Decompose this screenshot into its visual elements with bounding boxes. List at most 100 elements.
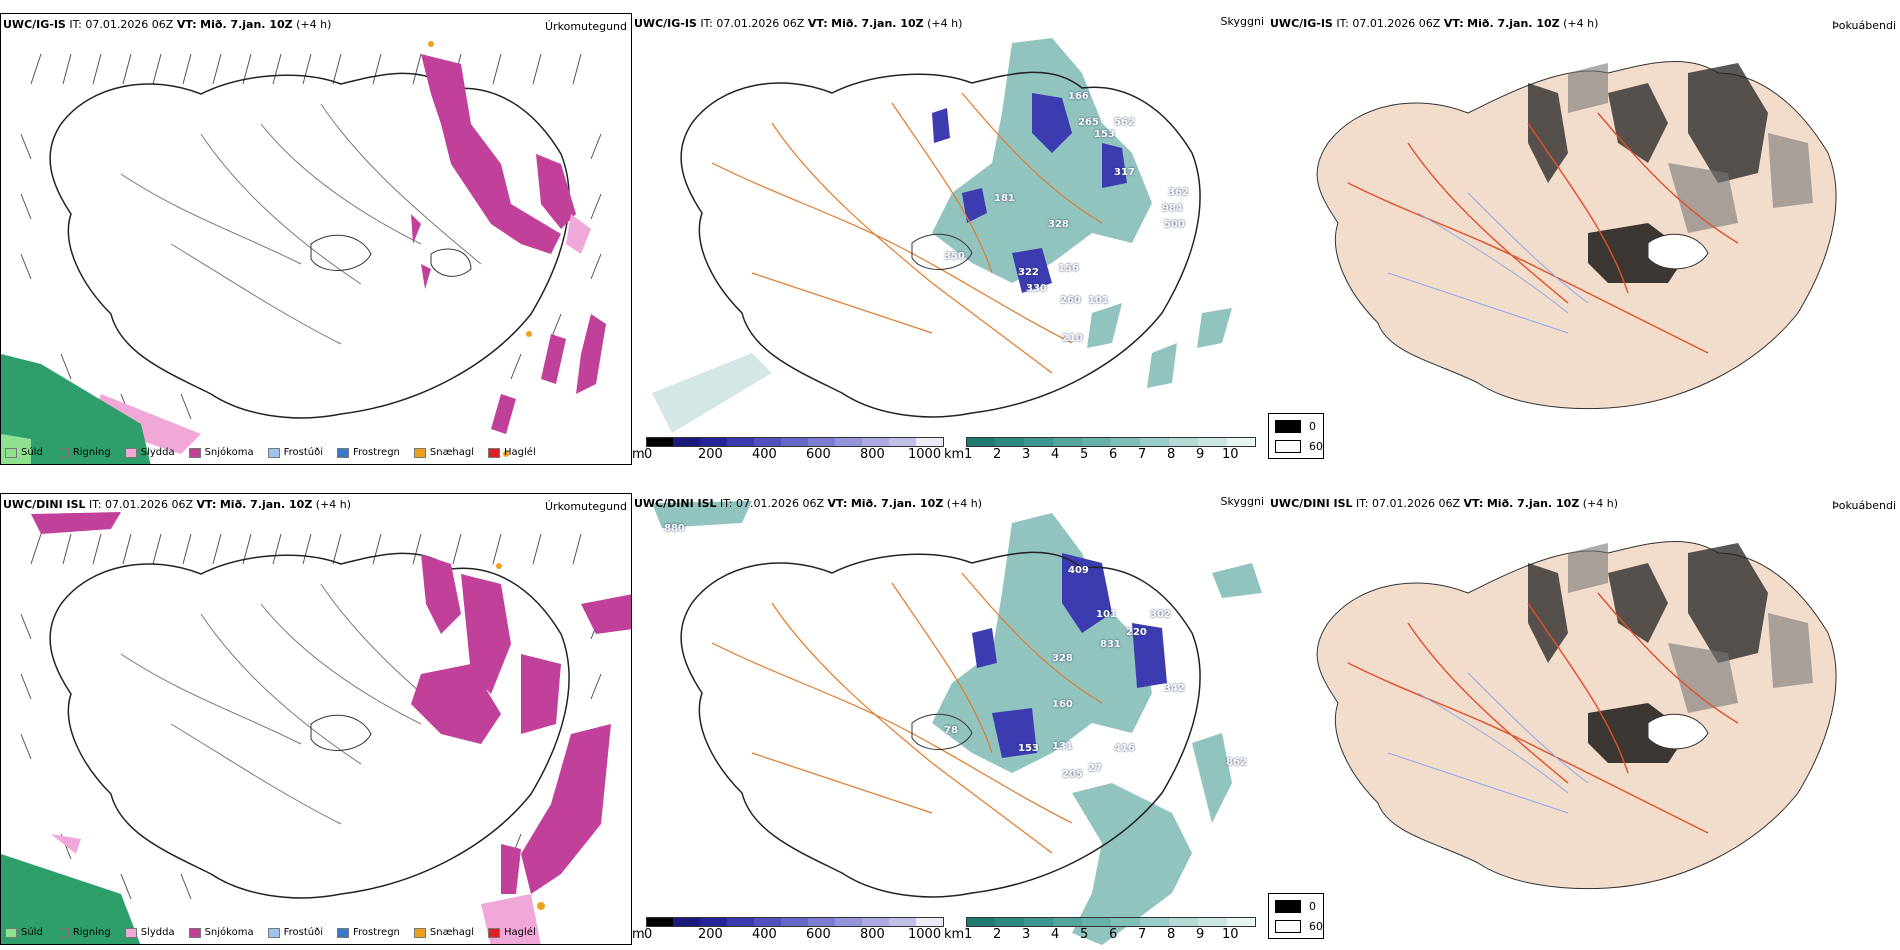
- legend-swatch: [267, 447, 280, 458]
- colorbar-cell: [1198, 438, 1227, 446]
- colorbar-tick: 7: [1138, 927, 1147, 942]
- cloud-map-2: [652, 501, 1262, 945]
- colorbar-tick: 0: [644, 447, 653, 462]
- legend-swatch: [413, 447, 426, 458]
- colorbar-tick: 10: [1222, 927, 1239, 942]
- fog-legend-item: 0: [1275, 420, 1316, 433]
- legend-item: Rigning: [56, 447, 111, 458]
- map-value-label: 101: [1088, 295, 1109, 306]
- legend-item: Snjókoma: [188, 447, 254, 458]
- map-value-label: 260: [1060, 295, 1081, 306]
- colorbar-tick: 5: [1080, 447, 1089, 462]
- legend-swatch: [124, 447, 137, 458]
- map-value-label: 166: [1068, 91, 1089, 102]
- legend-swatch: [1275, 900, 1301, 913]
- map-value-label: 342: [1164, 683, 1185, 694]
- colorbar-cell: [673, 438, 700, 446]
- colorbar-tick: 2: [993, 927, 1002, 942]
- colorbar-tick: 400: [752, 447, 777, 462]
- cloud-panel-1: UWC/IG-IS IT: 07.01.2026 06Z VT: Mið. 7.…: [632, 13, 1268, 465]
- colorbar-tick: 400: [752, 927, 777, 942]
- cloud-base-colorbar-2: m 0 200 400 600 800 1000: [632, 917, 944, 945]
- colorbar-tick: 4: [1051, 927, 1060, 942]
- map-value-label: 328: [1052, 653, 1073, 664]
- colorbar-tick: 9: [1196, 447, 1205, 462]
- map-value-label: 862: [1226, 757, 1247, 768]
- colorbar-unit: km: [944, 927, 965, 942]
- colorbar-cell: [808, 918, 835, 926]
- cloud-map-1: [652, 38, 1232, 433]
- colorbar-tick: 8: [1167, 927, 1176, 942]
- colorbar-cell: [916, 918, 943, 926]
- map-value-label: 205: [1062, 769, 1083, 780]
- map-value-label: 78: [944, 725, 958, 736]
- map-value-label: 160: [1052, 699, 1073, 710]
- map-value-label: 153: [1018, 743, 1039, 754]
- colorbar-tick: 1000: [908, 447, 942, 462]
- colorbar-cells: [646, 437, 944, 447]
- colorbar-cell: [1227, 918, 1253, 926]
- colorbar-cell: [1053, 438, 1082, 446]
- colorbar-cell: [916, 438, 943, 446]
- colorbar-unit: km: [944, 447, 965, 462]
- map-value-label: 362: [1168, 187, 1189, 198]
- colorbar-cell: [967, 918, 995, 926]
- map-value-label: 880: [664, 523, 685, 534]
- map-value-label: 328: [1048, 219, 1069, 230]
- precip-header-2: UWC/DINI ISL IT: 07.01.2026 06Z VT: Mið.…: [3, 498, 352, 511]
- legend-item: Snæhagl: [413, 447, 474, 458]
- legend-item: Slydda: [124, 927, 175, 938]
- legend-swatch: [1275, 440, 1301, 453]
- legend-swatch: [1275, 420, 1301, 433]
- colorbar-cell: [808, 438, 835, 446]
- legend-item: Snæhagl: [413, 927, 474, 938]
- legend-swatch: [56, 447, 69, 458]
- colorbar-cell: [781, 438, 808, 446]
- legend-swatch: [267, 927, 280, 938]
- map-value-label: 265: [1078, 117, 1099, 128]
- fog-legend-item: 60: [1275, 440, 1323, 453]
- fog-legend-2: 0 60: [1268, 893, 1324, 939]
- colorbar-cell: [995, 918, 1024, 926]
- colorbar-cell: [889, 918, 916, 926]
- map-value-label: 831: [1100, 639, 1121, 650]
- map-value-label: 101: [1096, 609, 1117, 620]
- map-value-label: 500: [1164, 219, 1185, 230]
- colorbar-cell: [727, 918, 754, 926]
- colorbar-tick: 6: [1109, 927, 1118, 942]
- colorbar-cell: [700, 918, 727, 926]
- colorbar-tick: 3: [1022, 927, 1031, 942]
- legend-item: Snjókoma: [188, 927, 254, 938]
- colorbar-cells: [966, 917, 1256, 927]
- legend-swatch: [413, 927, 426, 938]
- legend-item: Haglél: [488, 927, 536, 938]
- colorbar-cell: [1227, 438, 1253, 446]
- colorbar-cell: [995, 438, 1024, 446]
- colorbar-cell: [727, 438, 754, 446]
- legend-swatch: [5, 927, 17, 938]
- legend-swatch: [188, 447, 201, 458]
- colorbar-tick: 600: [806, 447, 831, 462]
- precip-panel-2: UWC/DINI ISL IT: 07.01.2026 06Z VT: Mið.…: [0, 493, 632, 945]
- colorbar-unit: m: [632, 927, 645, 942]
- legend-item: Rigning: [56, 927, 111, 938]
- legend-swatch: [56, 927, 69, 938]
- legend-swatch: [488, 447, 501, 458]
- colorbar-cell: [1053, 918, 1082, 926]
- iceland-outline-1: [49, 72, 570, 419]
- colorbar-tick: 600: [806, 927, 831, 942]
- colorbar-tick: 800: [860, 447, 885, 462]
- map-value-label: 210: [1062, 333, 1083, 344]
- map-value-label: 350: [944, 251, 965, 262]
- precip-header-1: UWC/IG-IS IT: 07.01.2026 06Z VT: Mið. 7.…: [3, 18, 332, 31]
- map-value-label: 322: [1018, 267, 1039, 278]
- legend-swatch: [5, 447, 17, 458]
- fog-panel-1: UWC/IG-IS IT: 07.01.2026 06Z VT: Mið. 7.…: [1268, 13, 1900, 413]
- colorbar-cell: [1198, 918, 1227, 926]
- visibility-colorbar-2: km 1 2 3 4 5 6 7 8 9 10: [944, 917, 1264, 945]
- colorbar-cell: [1024, 438, 1053, 446]
- colorbar-cell: [700, 438, 727, 446]
- precip-panel-1: UWC/IG-IS IT: 07.01.2026 06Z VT: Mið. 7.…: [0, 13, 632, 465]
- map-value-label: 181: [994, 193, 1015, 204]
- colorbar-cell: [835, 918, 862, 926]
